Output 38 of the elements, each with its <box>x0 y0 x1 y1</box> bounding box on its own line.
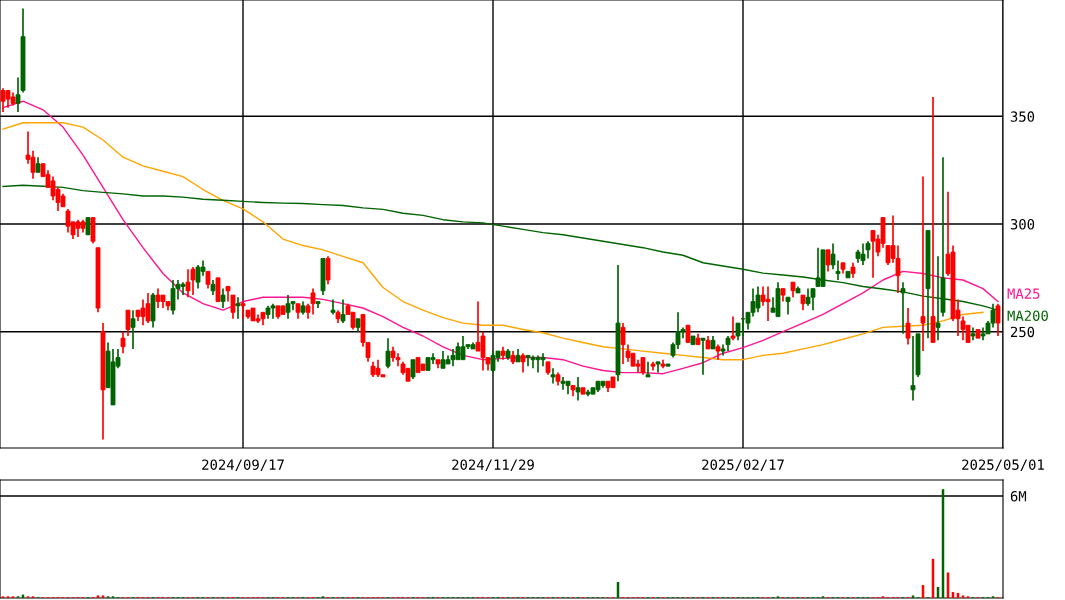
candlestick <box>330 298 336 316</box>
bar <box>911 595 915 598</box>
candlestick <box>700 337 706 376</box>
candlestick <box>215 277 221 303</box>
candlestick <box>125 309 131 337</box>
bar <box>961 595 965 598</box>
candlestick <box>235 296 241 320</box>
series-label: MA200 <box>1007 310 1048 321</box>
candlestick <box>130 309 136 350</box>
candlestick <box>410 358 416 380</box>
candlestick <box>520 352 526 374</box>
candlestick <box>185 268 191 299</box>
candlestick <box>340 298 346 324</box>
candlestick <box>90 216 96 245</box>
candlestick <box>240 300 246 320</box>
y-tick-label: 6M <box>1010 490 1027 502</box>
candlestick <box>645 361 651 378</box>
candlestick <box>385 337 391 370</box>
candlestick <box>120 330 126 355</box>
candlestick <box>730 315 736 342</box>
candlestick <box>230 294 236 320</box>
candlestick <box>325 255 331 286</box>
candlestick <box>220 287 226 309</box>
candlestick <box>905 307 911 346</box>
y-tick-label: 300 <box>1010 219 1035 230</box>
candlestick <box>995 302 1001 337</box>
candlestick <box>825 249 831 273</box>
series-label: MA25 <box>1007 288 1040 299</box>
x-tick-label: 2024/11/29 <box>452 459 534 472</box>
bar <box>96 595 100 598</box>
x-tick-label: 2025/05/01 <box>962 459 1044 472</box>
x-tick-label: 2025/02/17 <box>702 459 784 472</box>
y-tick-label: 350 <box>1010 111 1035 122</box>
y-tick-label: 250 <box>1010 326 1035 338</box>
candlestick <box>575 376 581 402</box>
candlestick <box>920 175 926 352</box>
bar <box>101 595 105 598</box>
x-tick-label: 2024/09/17 <box>202 459 284 472</box>
